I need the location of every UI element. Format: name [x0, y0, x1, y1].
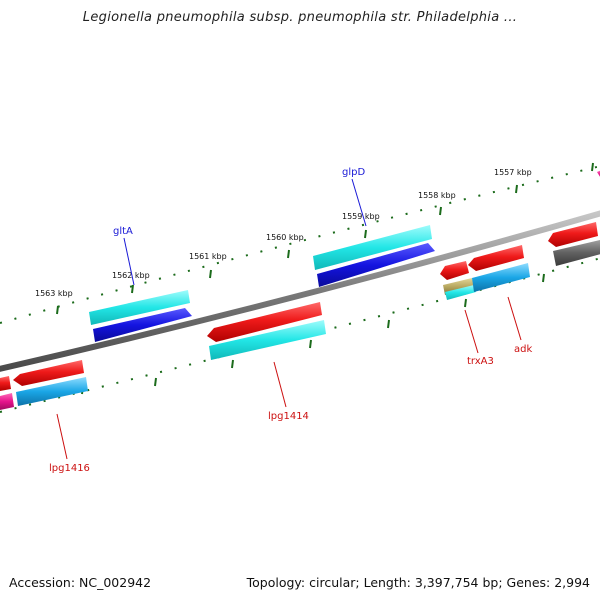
gene-magenta-edge[interactable] — [597, 170, 600, 180]
tick-label-1559: 1559 kbp — [342, 212, 380, 221]
gene-trxA3-red[interactable] — [440, 261, 469, 280]
gene-lpg1414-red[interactable] — [207, 302, 322, 342]
label-connectors — [56, 178, 522, 460]
gene-gltA-blue[interactable] — [93, 308, 192, 342]
genome-summary-text: Topology: circular; Length: 3,397,754 bp… — [246, 575, 590, 590]
reverse-strand-genes — [0, 245, 530, 410]
gene-adk-skyblue[interactable] — [472, 263, 530, 292]
gene-label-glpD[interactable]: glpD — [342, 167, 365, 178]
gene-lpg1416-skyblue[interactable] — [16, 377, 88, 406]
tick-label-1560: 1560 kbp — [266, 233, 304, 242]
gene-glpD-cyan[interactable] — [313, 225, 432, 270]
gene-lpg1414-cyan[interactable] — [209, 320, 326, 360]
gene-red-1556[interactable] — [548, 222, 598, 247]
kbp-labels: 1563 kbp 1562 kbp 1561 kbp 1560 kbp 1559… — [35, 168, 532, 298]
sequence-backbone — [0, 210, 600, 372]
tick-label-1562: 1562 kbp — [112, 271, 150, 280]
gene-gray-1556[interactable] — [553, 240, 600, 266]
forward-strand-genes — [89, 170, 600, 342]
gene-label-lpg1416[interactable]: lpg1416 — [49, 463, 90, 474]
tick-track-outer — [0, 165, 600, 324]
gene-label-trxA3[interactable]: trxA3 — [467, 356, 494, 367]
gene-left-edge-magenta[interactable] — [0, 393, 14, 410]
accession-text: Accession: NC_002942 — [9, 575, 152, 590]
gene-label-adk[interactable]: adk — [514, 344, 532, 355]
gene-glpD-blue[interactable] — [317, 243, 435, 287]
gene-gltA-cyan[interactable] — [89, 290, 190, 325]
tick-label-1558: 1558 kbp — [418, 191, 456, 200]
gene-left-edge-red[interactable] — [0, 376, 11, 391]
gene-label-lpg1414[interactable]: lpg1414 — [268, 411, 309, 422]
gene-trxA3-cyan[interactable] — [445, 285, 476, 300]
gene-adk-red[interactable] — [468, 245, 524, 271]
gene-label-gltA[interactable]: gltA — [113, 226, 133, 237]
tick-label-1561: 1561 kbp — [189, 252, 227, 261]
tick-label-1557: 1557 kbp — [494, 168, 532, 177]
title: Legionella pneumophila subsp. pneumophil… — [82, 10, 518, 25]
tick-label-1563: 1563 kbp — [35, 289, 73, 298]
gene-lpg1416-red[interactable] — [13, 360, 84, 386]
gene-labels: gltA glpD lpg1414 trxA3 adk lpg1416 — [49, 167, 532, 474]
